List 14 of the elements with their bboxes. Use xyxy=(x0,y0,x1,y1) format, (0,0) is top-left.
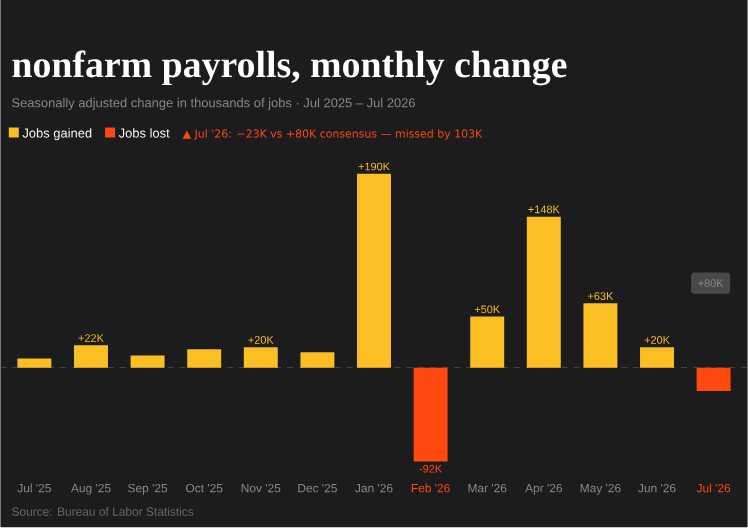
bar xyxy=(17,358,52,368)
bar xyxy=(130,355,165,368)
bar xyxy=(243,347,278,368)
bar xyxy=(357,174,391,368)
bar xyxy=(413,367,448,462)
bar xyxy=(300,352,335,368)
bar xyxy=(583,303,618,368)
bar xyxy=(526,216,561,368)
bar xyxy=(696,367,731,392)
bar xyxy=(74,345,108,368)
chart-title: nonfarm payrolls, monthly change xyxy=(12,50,567,86)
bar xyxy=(640,347,674,368)
bar xyxy=(470,316,505,368)
bar xyxy=(187,349,222,368)
